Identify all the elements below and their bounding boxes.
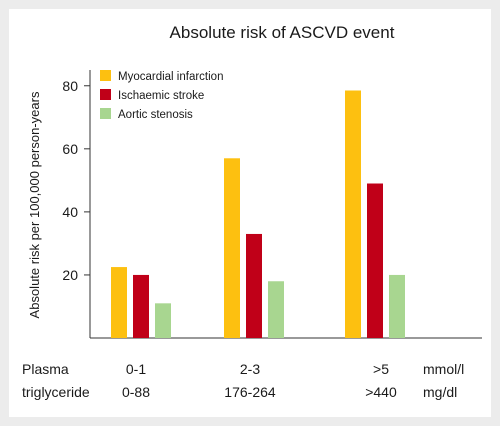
legend-label: Ischaemic stroke — [118, 90, 204, 102]
legend-label: Myocardial infarction — [118, 71, 223, 83]
bar-aortic-stenosis-2 — [389, 274, 405, 338]
bar-ischaemic-stroke-1 — [246, 233, 262, 338]
legend-swatch — [100, 70, 111, 81]
y-tick-label: 80 — [62, 78, 78, 94]
y-tick-label: 60 — [62, 141, 78, 157]
bar-ischaemic-stroke-2 — [367, 183, 383, 338]
bar-myocardial-infarction-1 — [224, 158, 240, 338]
legend-swatch — [100, 108, 111, 119]
x-tick-label-mgdl: >440 — [365, 384, 397, 400]
y-tick-label: 40 — [62, 204, 78, 220]
x-tick-label-mmol: 0-1 — [126, 361, 146, 377]
bar-aortic-stenosis-0 — [155, 303, 171, 338]
bar-aortic-stenosis-1 — [268, 281, 284, 338]
row-label-plasma: Plasma — [22, 361, 69, 377]
bar-myocardial-infarction-0 — [111, 267, 127, 338]
bar-myocardial-infarction-2 — [345, 90, 361, 339]
x-tick-label-mgdl: 176-264 — [224, 384, 276, 400]
x-tick-label-mmol: >5 — [373, 361, 389, 377]
chart-title: Absolute risk of ASCVD event — [170, 23, 395, 42]
legend-label: Aortic stenosis — [118, 109, 193, 121]
y-tick-label: 20 — [62, 267, 78, 283]
y-axis-label: Absolute risk per 100,000 person-years — [27, 91, 42, 318]
unit-mgdl: mg/dl — [423, 384, 457, 400]
unit-mmol: mmol/l — [423, 361, 464, 377]
row-label-triglyceride: triglyceride — [22, 384, 90, 400]
x-tick-label-mmol: 2-3 — [240, 361, 260, 377]
x-tick-label-mgdl: 0-88 — [122, 384, 150, 400]
bar-ischaemic-stroke-0 — [133, 274, 149, 338]
legend-swatch — [100, 89, 111, 100]
